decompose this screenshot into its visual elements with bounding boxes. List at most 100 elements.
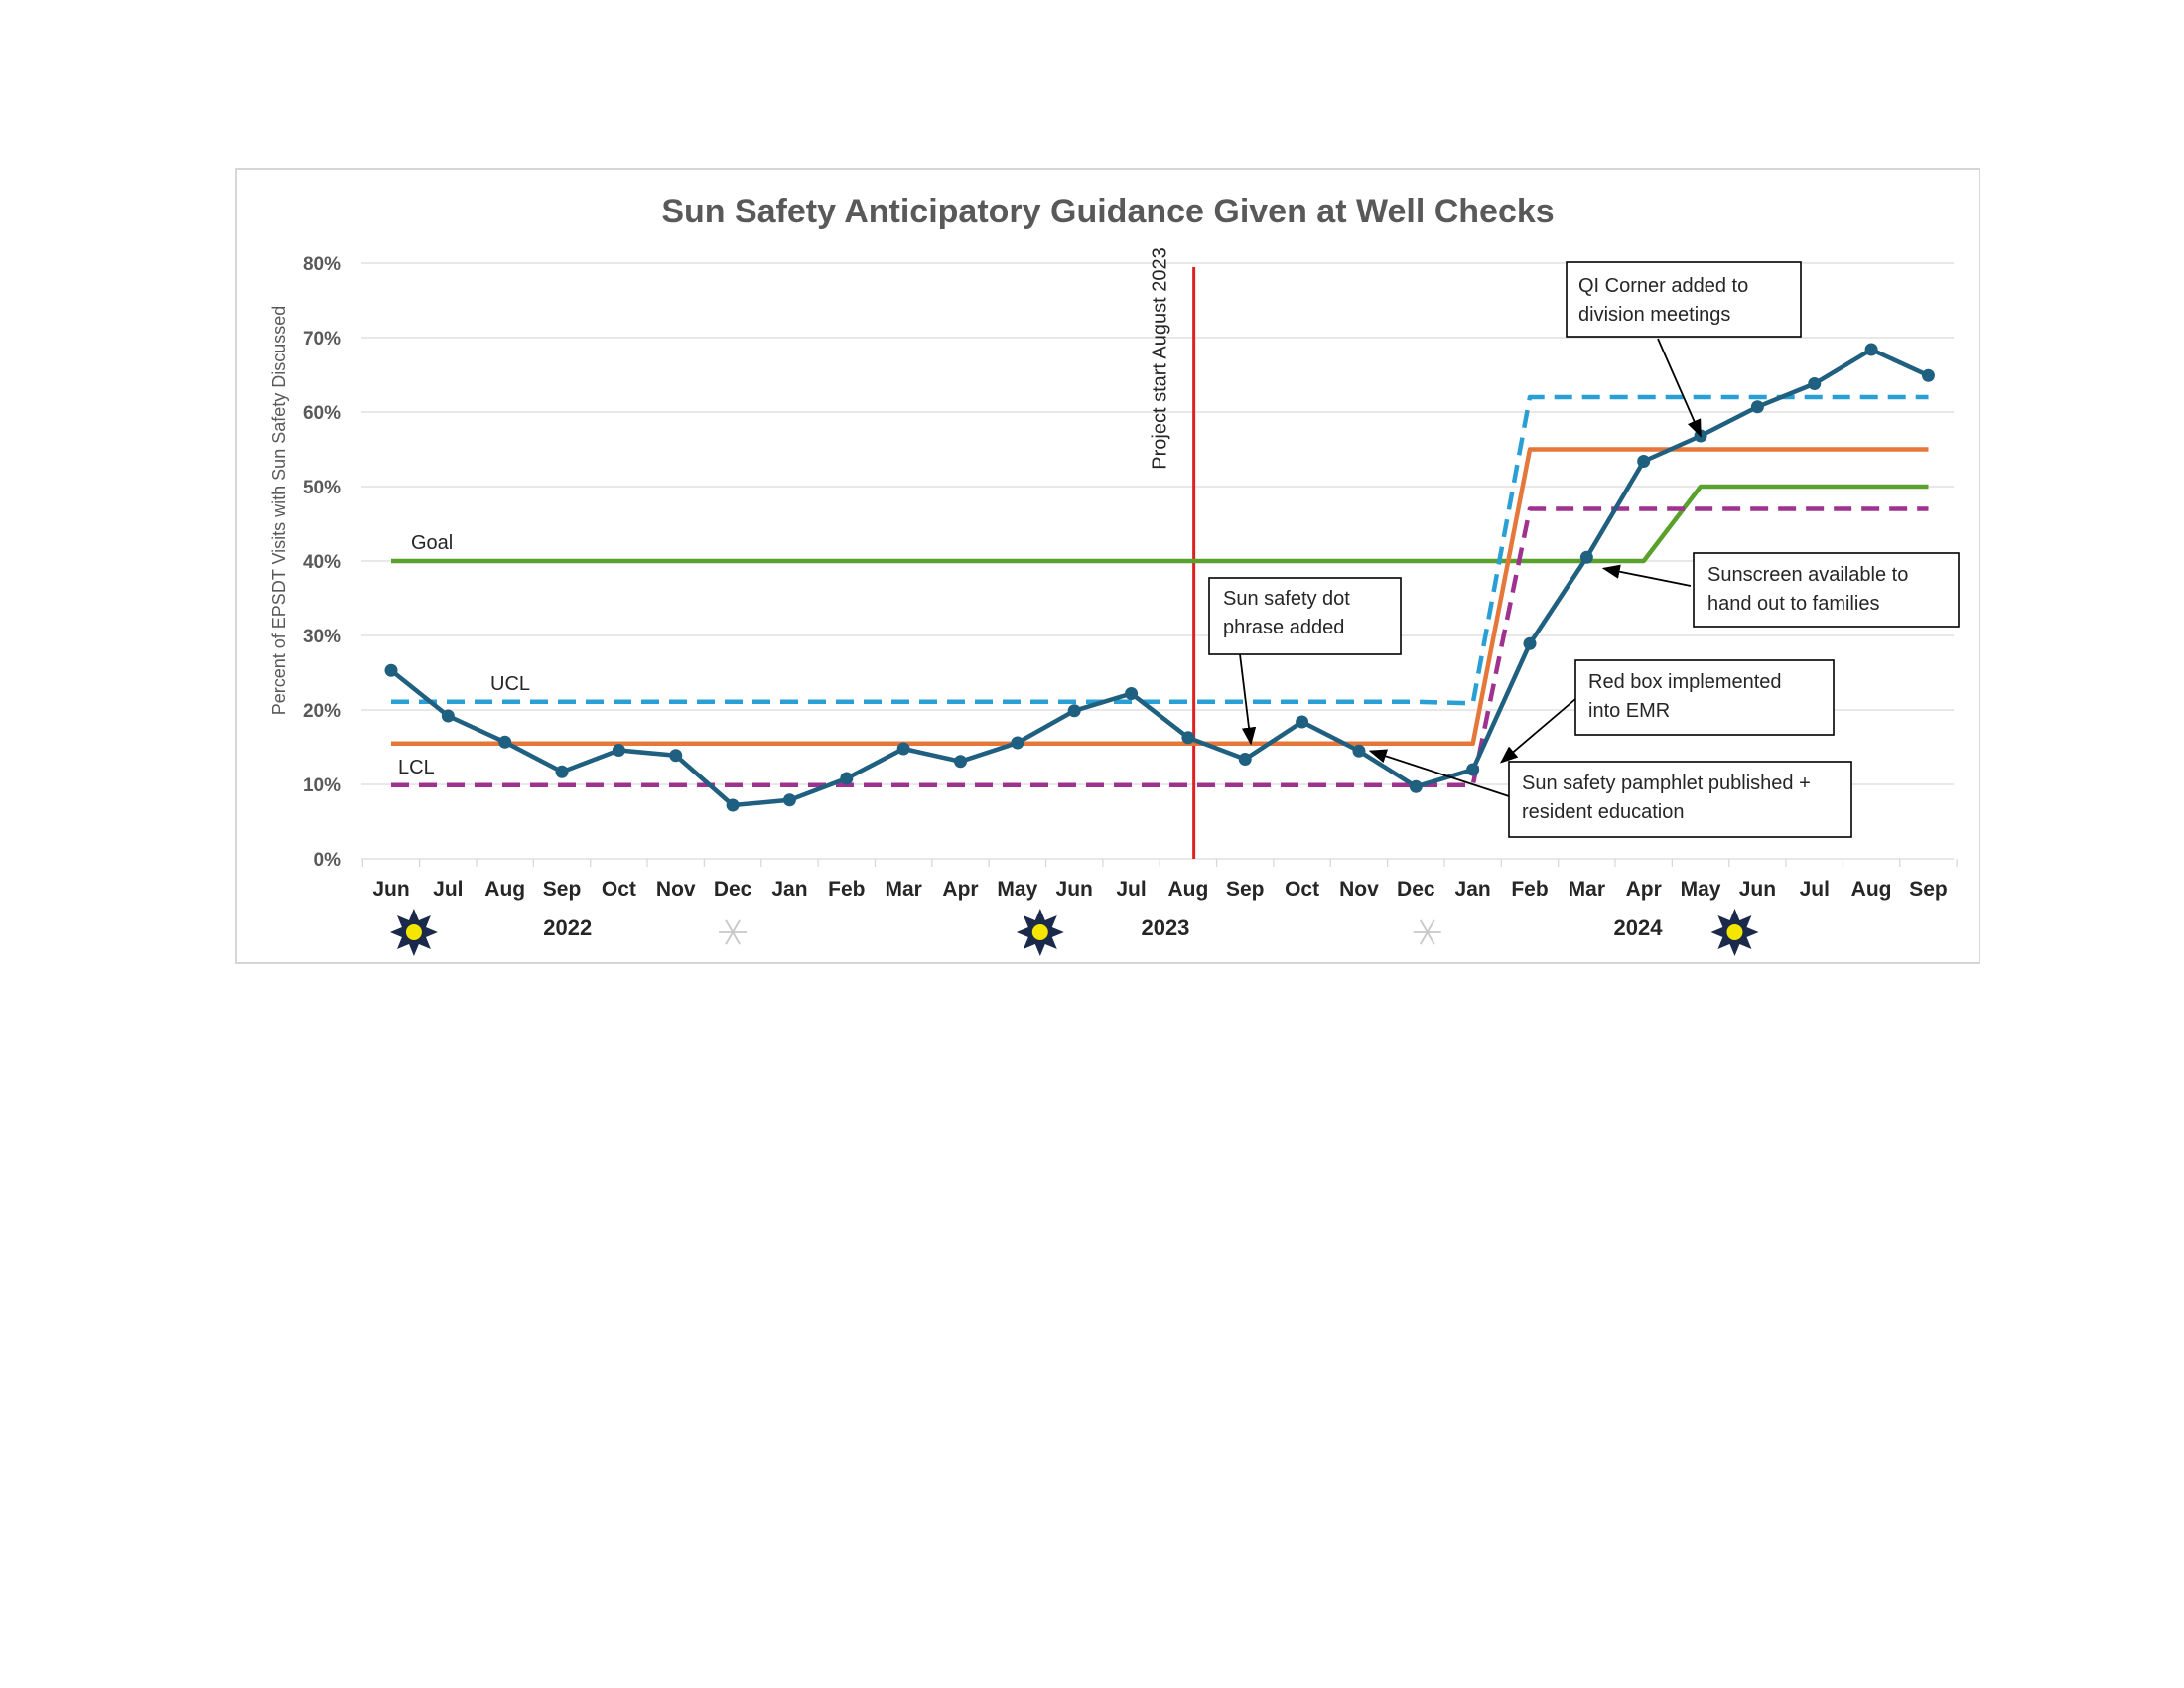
annotation-text: Sun safety pamphlet published + [1522, 773, 1811, 794]
chart-title: Sun Safety Anticipatory Guidance Given a… [661, 193, 1554, 230]
y-tick-label: 40% [303, 552, 341, 573]
snowflake-arm [1419, 919, 1435, 945]
x-tick-label: May [997, 878, 1037, 901]
x-tick-label: Sep [1226, 878, 1265, 901]
x-tick-label: Jun [1056, 878, 1093, 901]
x-tick-label: Apr [1626, 878, 1662, 901]
annotation-text: phrase added [1223, 617, 1344, 638]
snowflake-icon [719, 919, 748, 945]
data-point [726, 798, 740, 812]
y-tick-label: 30% [303, 627, 341, 647]
x-tick-label: May [1681, 878, 1721, 901]
annotation: QI Corner added to division meetings [1566, 261, 1802, 438]
project-start-marker: Project start August 2023 [1150, 247, 1196, 859]
annotation-text: resident education [1522, 801, 1684, 823]
ucl-label: UCL [490, 673, 530, 695]
project-start-label: Project start August 2023 [1150, 247, 1171, 469]
data-series-line [389, 347, 1930, 808]
data-point [1296, 715, 1309, 729]
control-chart: Sun Safety Anticipatory Guidance Given a… [269, 193, 1960, 956]
sun-icon [389, 909, 438, 956]
y-axis-label: Percent of EPSDT Visits with Sun Safety … [269, 306, 289, 716]
y-tick-label: 20% [303, 701, 341, 722]
annotation-arrow [1499, 698, 1576, 764]
y-tick-label: 0% [314, 850, 341, 871]
data-point [1637, 455, 1651, 468]
annotation-box [1566, 261, 1802, 338]
annotation-arrow [1239, 653, 1257, 746]
lcl-line [391, 506, 1929, 788]
sun-core [1031, 924, 1048, 940]
x-tick-label: Oct [602, 878, 636, 901]
data-point [1238, 753, 1252, 766]
x-tick-label: Jun [1739, 878, 1776, 901]
data-point [896, 742, 910, 756]
year-label: 2024 [1613, 915, 1663, 940]
x-tick-label: Feb [828, 878, 865, 901]
annotation: Sun safety dot phrase added [1208, 577, 1402, 746]
x-tick-label: Oct [1285, 878, 1319, 901]
year-label: 2023 [1141, 915, 1189, 940]
data-point [1523, 636, 1537, 650]
x-tick-label: Mar [885, 878, 921, 901]
data-point [1067, 704, 1081, 718]
annotation-text: Sun safety dot [1223, 588, 1350, 610]
season-icons [389, 909, 1759, 956]
y-tick-label: 50% [303, 478, 341, 498]
x-tick-label: Jan [1455, 878, 1491, 901]
sun-icon [1016, 909, 1064, 956]
data-point [1011, 736, 1024, 750]
y-tick-label: 60% [303, 403, 341, 424]
data-point [840, 772, 854, 785]
data-point [954, 755, 967, 769]
x-tick-label: Nov [1339, 878, 1379, 901]
data-point [1864, 343, 1878, 356]
annotation-text: QI Corner added to [1578, 275, 1748, 297]
data-point [441, 709, 455, 723]
chart-frame: Sun Safety Anticipatory Guidance Given a… [235, 168, 1980, 964]
x-tick-label: Mar [1569, 878, 1605, 901]
x-tick-label: Feb [1511, 878, 1548, 901]
y-tick-label: 70% [303, 329, 341, 350]
goal-label: Goal [411, 532, 453, 554]
snowflake-icon [1413, 919, 1441, 945]
annotation-box [1693, 552, 1960, 628]
annotation-text: division meetings [1578, 304, 1730, 326]
sun-core [1726, 924, 1743, 940]
x-tick-label: Nov [656, 878, 696, 901]
data-point [1808, 377, 1822, 390]
x-tick-label: Aug [1851, 878, 1892, 901]
annotation-text: into EMR [1588, 700, 1670, 722]
annotation-arrow [1368, 749, 1510, 797]
annotation-box [1208, 577, 1402, 655]
annotation-box [1508, 761, 1852, 838]
data-points [384, 343, 1935, 812]
data-point [498, 735, 512, 749]
data-point [1579, 550, 1593, 564]
data-point [1409, 779, 1423, 793]
annotation-text: Red box implemented [1588, 671, 1782, 693]
x-tick-label: Dec [714, 878, 752, 901]
data-point [1750, 400, 1764, 414]
year-label: 2022 [543, 915, 592, 940]
x-tick-label: Aug [484, 878, 525, 901]
x-tick-label: Jul [1116, 878, 1146, 901]
annotation: Sunscreen available to hand out to famili… [1601, 552, 1960, 628]
data-point [669, 749, 683, 763]
x-tick-label: Jan [771, 878, 807, 901]
data-point [782, 793, 796, 807]
x-tick-label: Jul [433, 878, 463, 901]
annotation-text: Sunscreen available to [1707, 564, 1908, 586]
annotation-arrow [1601, 564, 1692, 587]
annotations: QI Corner added to division meetings Sunsc… [1208, 261, 1960, 838]
x-tick-label: Jul [1800, 878, 1830, 901]
annotation-box [1574, 659, 1835, 736]
annotation-arrow [1657, 338, 1702, 438]
data-point [1466, 763, 1480, 776]
data-point [384, 663, 398, 677]
data-point [1181, 731, 1195, 745]
x-tick-label: Jun [372, 878, 409, 901]
annotation-text: hand out to families [1707, 593, 1879, 615]
series-lines [389, 347, 1930, 808]
snowflake-arm [725, 919, 741, 945]
